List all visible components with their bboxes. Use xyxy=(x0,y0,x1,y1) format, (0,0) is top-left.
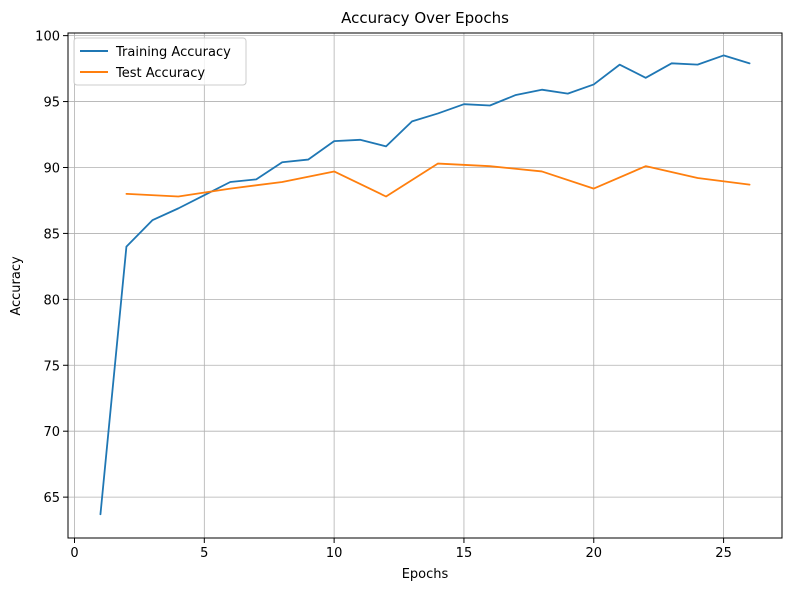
x-tick-label: 0 xyxy=(70,546,78,561)
y-tick-label: 80 xyxy=(43,293,60,308)
x-tick-label: 20 xyxy=(585,546,602,561)
series-line-test-accuracy xyxy=(125,162,751,198)
chart-title: Accuracy Over Epochs xyxy=(341,9,509,27)
y-tick-label: 70 xyxy=(43,425,60,440)
y-axis-label: Accuracy xyxy=(9,256,24,316)
series-layer xyxy=(99,54,751,516)
y-tick-label: 90 xyxy=(43,161,60,176)
y-tick-label: 65 xyxy=(43,491,60,506)
x-tick-label: 25 xyxy=(715,546,732,561)
grid-lines xyxy=(68,33,782,538)
y-tick-label: 95 xyxy=(43,96,60,111)
legend-box xyxy=(73,37,247,86)
y-tick-label: 85 xyxy=(43,227,60,242)
x-tick-label: 10 xyxy=(326,546,343,561)
series-line-training-accuracy xyxy=(99,54,751,516)
legend-label-training: Training Accuracy xyxy=(115,45,231,60)
y-tick-label: 100 xyxy=(35,30,60,45)
legend-label-test: Test Accuracy xyxy=(115,66,205,81)
x-tick-label: 15 xyxy=(456,546,473,561)
x-axis-label: Epochs xyxy=(402,567,449,582)
plot-frame xyxy=(67,32,783,539)
y-axis-ticks: 65 70 75 80 85 90 95 100 xyxy=(35,30,68,506)
x-tick-label: 5 xyxy=(200,546,208,561)
x-axis-ticks: 0 5 10 15 20 25 xyxy=(70,538,732,561)
y-tick-label: 75 xyxy=(43,359,60,374)
legend: Training Accuracy Test Accuracy xyxy=(73,37,247,86)
